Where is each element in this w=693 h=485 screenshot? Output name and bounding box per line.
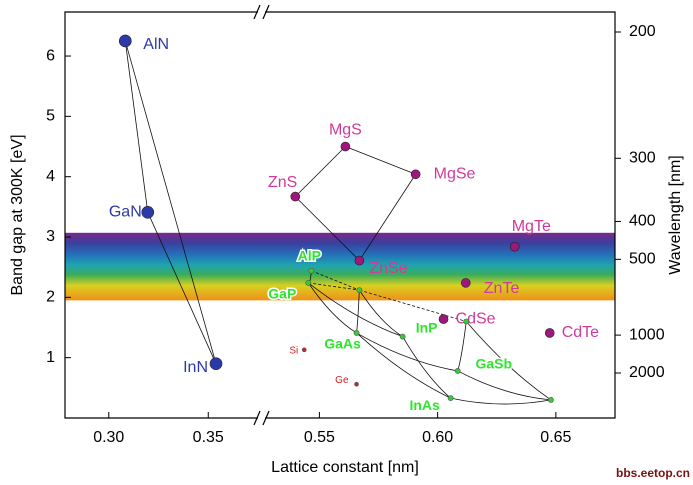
x-tick-label: 0.55	[304, 429, 335, 446]
y-tick-label: 3	[46, 228, 55, 245]
alloy-curve	[345, 146, 416, 175]
data-point	[460, 278, 471, 288]
data-point	[118, 34, 132, 48]
y2-tick-label: 200	[629, 23, 656, 40]
point-label: GaP	[268, 286, 296, 302]
data-point	[463, 318, 470, 325]
alloy-curve	[356, 332, 458, 372]
axis-break	[253, 4, 270, 20]
y2-tick-label: 300	[629, 150, 656, 167]
data-point	[354, 381, 359, 387]
data-point	[410, 169, 421, 180]
x-tick-label: 0.35	[193, 429, 224, 446]
data-point	[548, 397, 554, 403]
point-label: ZnSe	[369, 260, 407, 277]
data-point	[354, 255, 365, 266]
data-point	[447, 395, 454, 401]
axis-frame	[64, 11, 616, 419]
x-tick-label: 0.30	[93, 429, 124, 446]
x-axis-label: Lattice constant [nm]	[271, 459, 419, 476]
data-point	[454, 368, 461, 374]
data-point	[438, 314, 449, 324]
point-label: Ge	[335, 375, 349, 386]
alloy-curve	[294, 146, 346, 197]
data-point	[290, 191, 301, 202]
visible-band	[65, 232, 615, 301]
data-point	[509, 241, 520, 252]
y-tick-label: 5	[46, 108, 55, 125]
alloy-curve	[402, 336, 451, 399]
point-label: AlN	[143, 36, 169, 53]
y-tick-label: 6	[46, 47, 55, 64]
alloy-curve	[359, 174, 416, 261]
point-label: ZnS	[268, 174, 297, 191]
y2-tick-label: 2000	[629, 364, 665, 381]
data-point	[301, 347, 307, 353]
alloy-curve	[359, 289, 403, 337]
point-label: Si	[289, 345, 298, 356]
point-label: InAs	[409, 397, 440, 413]
alloy-curve	[308, 282, 403, 337]
y-tick-label: 1	[46, 349, 55, 366]
alloy-curve	[457, 370, 551, 401]
point-label: GaSb	[475, 356, 512, 372]
point-label: AlP	[298, 248, 321, 264]
alloy-curve	[124, 40, 149, 213]
point-label: GaN	[109, 204, 142, 221]
alloy-dashed	[311, 270, 360, 291]
alloy-curve	[450, 397, 551, 405]
alloy-dashed	[308, 282, 360, 291]
alloy-curve	[465, 321, 552, 401]
y2-axis-label: Wavelength [nm]	[667, 155, 684, 274]
x-tick-label: 0.60	[422, 429, 453, 446]
alloy-dashed	[359, 289, 467, 322]
y-tick-label: 2	[46, 289, 55, 306]
point-label: GaAs	[324, 336, 361, 352]
data-point	[308, 267, 315, 274]
watermark: bbs.eetop.cn	[616, 466, 690, 480]
point-label: MgSe	[434, 165, 476, 182]
axis-break-gap	[258, 6, 265, 18]
point-label: CdTe	[562, 324, 599, 341]
data-point	[141, 205, 155, 219]
data-point	[340, 141, 351, 152]
x-tick-label: 0.65	[540, 429, 571, 446]
data-point	[209, 357, 223, 371]
y-tick-label: 4	[46, 168, 55, 185]
plot-area: 0.30 0.35 0.55 0.60 0.65 1 2 3 4 5 6 200 300 400 500 10…	[46, 4, 665, 446]
point-label: MgTe	[512, 218, 551, 235]
y2-tick-label: 500	[629, 251, 656, 268]
point-label: InN	[183, 359, 208, 376]
data-point	[399, 333, 406, 340]
point-label: MgS	[329, 122, 362, 139]
alloy-curve	[124, 40, 217, 364]
data-point	[353, 330, 360, 336]
y-axis-label: Band gap at 300K [eV]	[9, 134, 26, 295]
point-label: CdSe	[456, 310, 496, 327]
data-point	[544, 328, 555, 338]
axis-break	[253, 410, 270, 426]
axis-break-gap	[258, 412, 265, 424]
alloy-curve	[457, 321, 467, 372]
point-label: InP	[416, 319, 438, 335]
alloy-curve	[294, 196, 360, 261]
data-point	[356, 287, 363, 294]
y2-tick-label: 400	[629, 213, 656, 230]
y2-tick-label: 1000	[629, 326, 665, 343]
alloy-curve	[147, 212, 217, 364]
alloy-curve	[307, 282, 357, 334]
point-label: ZnTe	[484, 280, 520, 297]
alloy-curve	[356, 332, 451, 399]
data-point	[305, 279, 312, 286]
